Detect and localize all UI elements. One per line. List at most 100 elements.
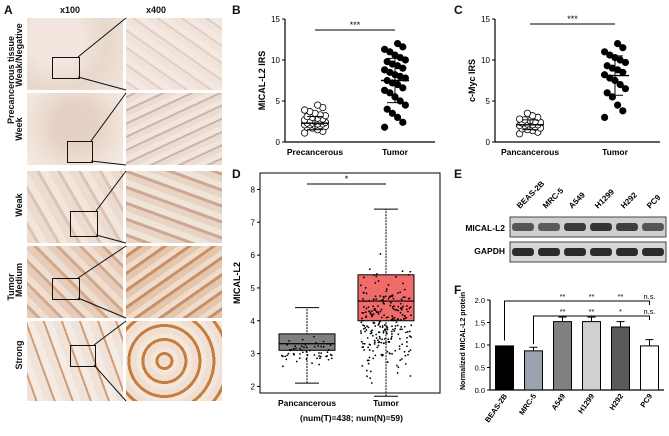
jitter-point bbox=[371, 314, 374, 317]
jitter-point bbox=[370, 310, 373, 313]
jitter-point bbox=[391, 333, 393, 335]
jitter-point bbox=[281, 355, 284, 358]
jitter-point bbox=[362, 342, 364, 345]
jitter-point bbox=[390, 330, 393, 333]
jitter-point bbox=[380, 341, 383, 344]
jitter-point bbox=[397, 318, 400, 320]
jitter-point bbox=[299, 352, 301, 355]
significance-label: * bbox=[345, 174, 349, 184]
x-category-label: Tumor bbox=[373, 398, 400, 408]
data-point bbox=[301, 106, 309, 114]
jitter-point bbox=[399, 291, 402, 294]
jitter-point bbox=[361, 364, 364, 367]
jitter-point bbox=[391, 305, 394, 308]
tissue-weak-negative-x400 bbox=[126, 18, 222, 90]
jitter-point bbox=[388, 295, 391, 298]
comparison-bracket-beas2b bbox=[504, 300, 650, 341]
jitter-point bbox=[371, 334, 374, 337]
band-mical-l2 bbox=[616, 223, 638, 231]
data-point bbox=[603, 89, 611, 97]
jitter-point bbox=[320, 345, 323, 348]
jitter-point bbox=[374, 282, 377, 284]
jitter-point bbox=[400, 298, 403, 301]
jitter-point bbox=[390, 335, 393, 338]
y-tick-label: 1.0 bbox=[475, 341, 485, 350]
jitter-point bbox=[288, 340, 291, 342]
jitter-point bbox=[369, 343, 372, 346]
jitter-point bbox=[381, 298, 384, 301]
jitter-point bbox=[319, 357, 321, 360]
jitter-point bbox=[361, 312, 364, 314]
panel-letter-b: B bbox=[232, 3, 241, 17]
tissue-strong-x100 bbox=[27, 321, 123, 401]
jitter-point bbox=[369, 377, 372, 380]
jitter-point bbox=[386, 332, 388, 335]
data-point bbox=[523, 109, 532, 117]
jitter-point bbox=[391, 325, 393, 328]
jitter-point bbox=[387, 338, 390, 341]
data-point bbox=[399, 118, 407, 126]
lane-label: H1299 bbox=[593, 187, 616, 210]
jitter-point bbox=[369, 370, 372, 373]
jitter-point bbox=[403, 350, 406, 353]
jitter-point bbox=[319, 355, 322, 358]
jitter-point bbox=[284, 355, 287, 358]
jitter-point bbox=[389, 301, 392, 304]
jitter-point bbox=[329, 344, 332, 347]
jitter-point bbox=[306, 354, 309, 356]
jitter-point bbox=[405, 308, 408, 311]
zoom-box-5 bbox=[70, 345, 96, 367]
y-tick-label: 2 bbox=[251, 382, 256, 391]
jitter-point bbox=[374, 325, 377, 327]
jitter-point bbox=[408, 335, 411, 337]
jitter-point bbox=[407, 297, 410, 300]
jitter-point bbox=[366, 375, 368, 378]
y-tick-label: 10 bbox=[271, 56, 280, 65]
jitter-point bbox=[387, 297, 390, 300]
jitter-point bbox=[407, 310, 409, 313]
y-axis-label: MICAL-L2 bbox=[232, 262, 242, 304]
jitter-point bbox=[383, 302, 386, 305]
band-gapdh bbox=[564, 248, 586, 256]
data-point bbox=[619, 107, 627, 115]
zoom-box-3 bbox=[70, 211, 98, 237]
jitter-point bbox=[405, 331, 407, 334]
panel-letter-c: C bbox=[454, 3, 463, 17]
jitter-point bbox=[362, 327, 365, 330]
jitter-point bbox=[408, 307, 411, 310]
jitter-point bbox=[286, 344, 288, 346]
jitter-point bbox=[313, 335, 315, 338]
jitter-point bbox=[404, 354, 407, 357]
jitter-point bbox=[406, 330, 409, 333]
jitter-point bbox=[390, 337, 393, 340]
jitter-point bbox=[382, 295, 385, 298]
jitter-point bbox=[372, 313, 375, 315]
jitter-point bbox=[401, 270, 404, 273]
jitter-point bbox=[363, 342, 366, 345]
x-category-label: Tumor bbox=[382, 147, 409, 157]
jitter-point bbox=[360, 321, 363, 324]
jitter-point bbox=[377, 341, 380, 344]
y-tick-label: 5 bbox=[251, 284, 256, 293]
jitter-point bbox=[286, 354, 289, 357]
y-tick-label: 8 bbox=[251, 185, 256, 194]
significance-row2: ** bbox=[589, 307, 595, 316]
jitter-point bbox=[407, 273, 410, 276]
jitter-point bbox=[360, 317, 363, 320]
jitter-point bbox=[393, 305, 395, 308]
jitter-point bbox=[375, 333, 378, 336]
significance-row2: ** bbox=[560, 307, 566, 316]
jitter-point bbox=[397, 292, 399, 294]
jitter-point bbox=[409, 270, 412, 273]
jitter-point bbox=[401, 328, 403, 331]
jitter-point bbox=[397, 309, 400, 312]
jitter-point bbox=[380, 308, 383, 311]
jitter-point bbox=[403, 315, 406, 318]
jitter-point bbox=[409, 306, 412, 308]
jitter-point bbox=[327, 343, 329, 345]
jitter-point bbox=[363, 291, 365, 294]
jitter-point bbox=[327, 349, 330, 351]
significance-row1: ** bbox=[560, 292, 566, 301]
jitter-point bbox=[362, 306, 365, 308]
jitter-point bbox=[365, 307, 368, 310]
